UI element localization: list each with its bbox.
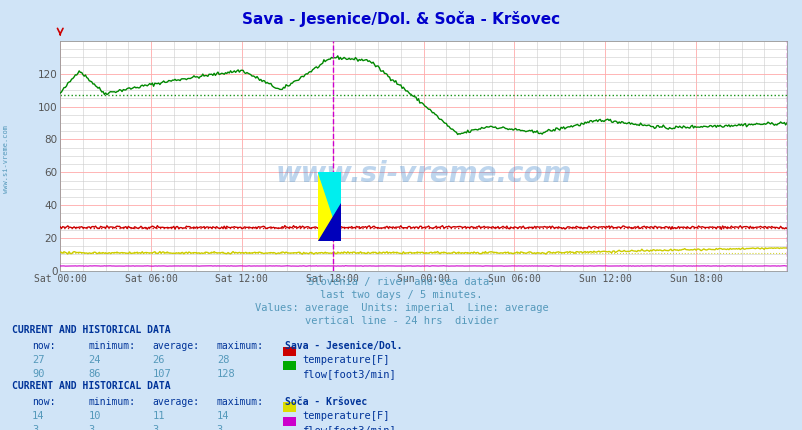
Text: CURRENT AND HISTORICAL DATA: CURRENT AND HISTORICAL DATA [12,381,171,390]
Text: minimum:: minimum: [88,341,136,351]
Text: 24: 24 [88,355,101,365]
Text: 90: 90 [32,369,45,379]
Text: CURRENT AND HISTORICAL DATA: CURRENT AND HISTORICAL DATA [12,325,171,335]
Text: 28: 28 [217,355,229,365]
Polygon shape [318,172,340,241]
Text: 27: 27 [32,355,45,365]
Polygon shape [318,203,340,241]
Text: 14: 14 [32,411,45,421]
Text: temperature[F]: temperature[F] [302,355,389,365]
Text: temperature[F]: temperature[F] [302,411,389,421]
Text: Values: average  Units: imperial  Line: average: Values: average Units: imperial Line: av… [254,303,548,313]
Text: maximum:: maximum: [217,341,264,351]
Text: Sava - Jesenice/Dol. & Soča - Kršovec: Sava - Jesenice/Dol. & Soča - Kršovec [242,11,560,27]
Text: Soča - Kršovec: Soča - Kršovec [285,397,367,407]
Text: average:: average: [152,397,200,407]
Text: maximum:: maximum: [217,397,264,407]
Text: 107: 107 [152,369,171,379]
Text: now:: now: [32,341,55,351]
Text: 3: 3 [32,425,38,430]
Text: 128: 128 [217,369,235,379]
Text: 26: 26 [152,355,165,365]
Text: average:: average: [152,341,200,351]
Text: now:: now: [32,397,55,407]
Text: 3: 3 [152,425,159,430]
Text: Slovenia / river and sea data.: Slovenia / river and sea data. [307,277,495,287]
Text: Sava - Jesenice/Dol.: Sava - Jesenice/Dol. [285,341,402,351]
Text: 11: 11 [152,411,165,421]
Text: vertical line - 24 hrs  divider: vertical line - 24 hrs divider [304,316,498,326]
Text: 3: 3 [217,425,223,430]
Text: 10: 10 [88,411,101,421]
Text: 3: 3 [88,425,95,430]
Text: flow[foot3/min]: flow[foot3/min] [302,369,395,379]
Text: flow[foot3/min]: flow[foot3/min] [302,425,395,430]
Text: 86: 86 [88,369,101,379]
Text: last two days / 5 minutes.: last two days / 5 minutes. [320,290,482,300]
Text: www.si-vreme.com: www.si-vreme.com [3,125,10,193]
Text: 14: 14 [217,411,229,421]
Text: minimum:: minimum: [88,397,136,407]
Text: www.si-vreme.com: www.si-vreme.com [275,160,571,188]
